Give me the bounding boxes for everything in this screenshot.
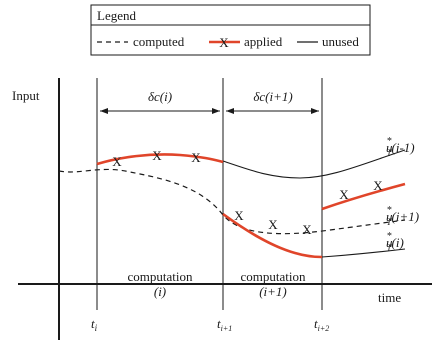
y-axis-label: Input: [12, 88, 40, 103]
tick-label-ti: ti: [91, 316, 98, 333]
applied-sample-marker: X: [112, 154, 122, 169]
applied-curve-3: [321, 182, 406, 211]
legend-applied-label: applied: [244, 34, 283, 49]
applied-sample-marker: X: [152, 148, 162, 163]
legend-title: Legend: [97, 8, 136, 23]
applied-curve-2: [222, 212, 323, 259]
applied-sample-marker: X: [234, 208, 244, 223]
computation-label-1: computation: [128, 269, 193, 284]
interval-arrowhead-1-right: [212, 108, 220, 114]
interval-arrowhead-2-right: [311, 108, 319, 114]
legend-frame: [90, 4, 371, 56]
curves: [58, 149, 406, 259]
computation-labels: computation (i) computation (i+1): [128, 269, 306, 299]
interval-arrowhead-1-left: [100, 108, 108, 114]
legend: Legend computed X applied unused: [90, 4, 371, 56]
unused-curve-i-minus-1: [222, 149, 406, 179]
applied-sample-marker: X: [339, 187, 349, 202]
legend-unused-label: unused: [322, 34, 359, 49]
interval-label-2: δc(i+1): [253, 89, 292, 104]
interval-arrows: δc(i) δc(i+1): [100, 89, 319, 114]
applied-sample-marker: X: [302, 222, 312, 237]
axes: Input time: [12, 78, 432, 340]
interval-label-1: δc(i): [148, 89, 172, 104]
legend-computed-label: computed: [133, 34, 185, 49]
curve-labels: u* T(i-1) u* T(i+1) u* T(i): [386, 136, 419, 253]
tick-label-ti2: ti+2: [314, 316, 329, 333]
applied-curve-1: [96, 153, 224, 166]
x-axis-label: time: [378, 290, 401, 305]
tick-label-ti1: ti+1: [217, 316, 232, 333]
curve-label-i-minus-1: u* T(i-1): [386, 136, 415, 158]
interval-arrowhead-2-left: [226, 108, 234, 114]
computation-label-1-index: (i): [154, 284, 166, 299]
computed-curve: [58, 168, 406, 235]
curve-label-i-plus-1: u* T(i+1): [386, 205, 419, 227]
sample-markers: X X X X X X X X: [112, 148, 383, 237]
legend-applied-marker: X: [219, 35, 229, 50]
applied-sample-marker: X: [373, 178, 383, 193]
computation-label-2-index: (i+1): [259, 284, 287, 299]
time-markers: [96, 78, 323, 310]
time-tick-labels: ti ti+1 ti+2: [91, 316, 329, 333]
applied-sample-marker: X: [191, 150, 201, 165]
unused-curve-i: [321, 248, 406, 258]
computation-label-2: computation: [241, 269, 306, 284]
applied-sample-marker: X: [268, 217, 278, 232]
curve-label-i: u* T(i): [386, 231, 404, 253]
